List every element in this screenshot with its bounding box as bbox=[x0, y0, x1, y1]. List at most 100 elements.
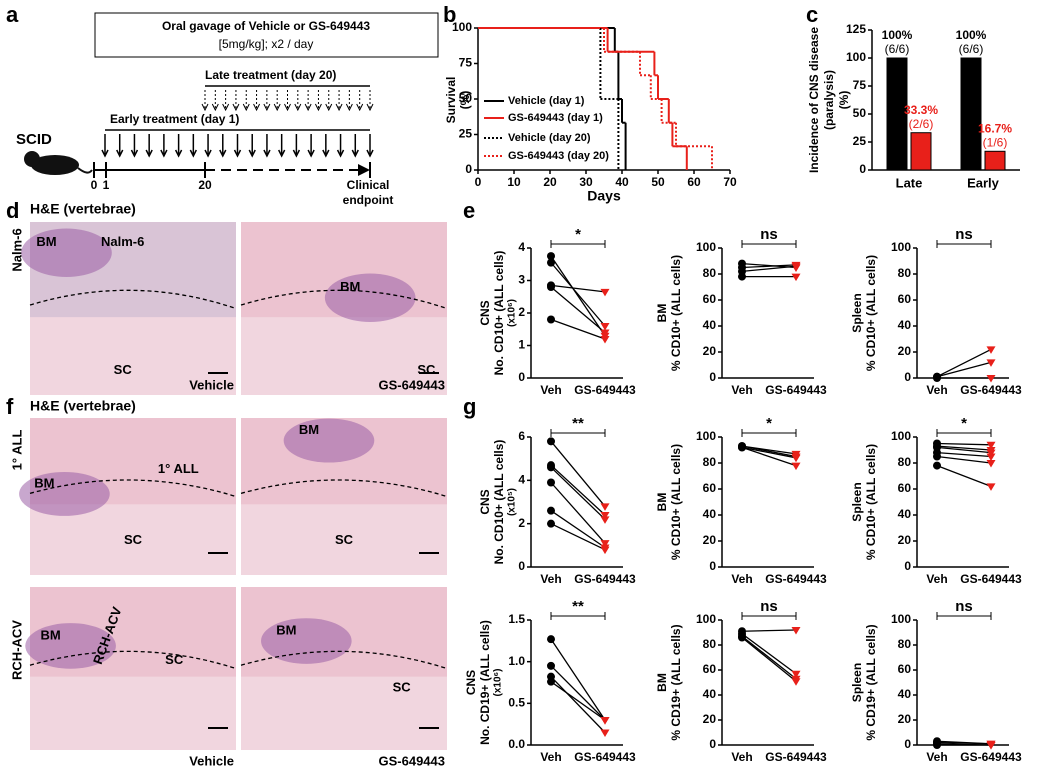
y-axis-label: Incidence of CNS disease bbox=[807, 27, 821, 173]
tissue-label: BM bbox=[40, 627, 60, 642]
veh-point bbox=[547, 283, 555, 291]
image-caption: GS-649443 bbox=[379, 377, 446, 392]
arrow-head bbox=[248, 149, 256, 158]
arrow-head bbox=[116, 149, 124, 158]
tissue-label: SC bbox=[335, 532, 354, 547]
pair-line bbox=[936, 442, 992, 446]
arrow-head bbox=[219, 149, 227, 158]
x-tick-label: GS-649443 bbox=[960, 383, 1022, 397]
x-tick-label: 60 bbox=[687, 175, 701, 189]
veh-point bbox=[547, 661, 555, 670]
arrow-head bbox=[366, 103, 374, 112]
x-tick-label: 20 bbox=[543, 175, 557, 189]
pair-line bbox=[550, 318, 606, 340]
x-tick-label: 30 bbox=[579, 175, 593, 189]
veh-point bbox=[547, 437, 555, 446]
y-tick-label: 100 bbox=[696, 612, 716, 626]
panel-label: c bbox=[806, 2, 818, 27]
y-axis-title: CNS bbox=[478, 300, 492, 325]
x-tick-label: GS-649443 bbox=[765, 572, 827, 586]
y-axis-label: % CD10+ (ALL cells) bbox=[864, 444, 878, 560]
tissue-label: SC bbox=[114, 362, 133, 377]
tumor-border bbox=[29, 650, 237, 670]
tissue-label: SC bbox=[417, 362, 436, 377]
arrow-head bbox=[101, 149, 109, 158]
arrow-head bbox=[284, 103, 291, 112]
y-axis-label: % CD19+ (ALL cells) bbox=[864, 624, 878, 740]
pair-line bbox=[550, 665, 606, 721]
pair-line bbox=[741, 264, 797, 269]
veh-point bbox=[933, 452, 941, 461]
mouse-tail bbox=[77, 167, 93, 174]
y-tick-label: 60 bbox=[703, 481, 717, 495]
veh-point bbox=[933, 461, 941, 470]
veh-point bbox=[547, 677, 555, 686]
arrow-head bbox=[335, 103, 343, 112]
y-tick-label: 20 bbox=[898, 533, 912, 547]
gs-point bbox=[986, 453, 996, 461]
significance: ns bbox=[760, 598, 778, 615]
pair-line bbox=[936, 455, 992, 464]
tissue-label: BM bbox=[299, 422, 319, 437]
y-tick-label: 75 bbox=[459, 56, 473, 70]
arrow-head bbox=[201, 103, 209, 112]
gs-point bbox=[986, 346, 996, 354]
y-tick-label: 0 bbox=[518, 559, 525, 573]
y-axis-title: BM bbox=[655, 493, 669, 512]
y-tick-label: 100 bbox=[891, 429, 911, 443]
gs-point bbox=[986, 441, 996, 450]
y-tick-label: 4 bbox=[518, 473, 525, 487]
y-tick-label: 75 bbox=[853, 78, 867, 92]
marrow bbox=[261, 618, 352, 664]
image-caption: Vehicle bbox=[189, 753, 234, 768]
arrow-head bbox=[345, 103, 353, 112]
legend-label: Vehicle (day 1) bbox=[508, 95, 585, 107]
x-tick-label: Veh bbox=[926, 750, 947, 764]
image-caption: GS-649443 bbox=[379, 753, 446, 768]
y-tick-label: 4 bbox=[518, 240, 525, 254]
y-tick-label: 0 bbox=[709, 737, 716, 751]
gs-point bbox=[600, 729, 610, 737]
x-tick-label: 40 bbox=[615, 175, 629, 189]
y-tick-label: 80 bbox=[703, 455, 717, 469]
time-label: 0 bbox=[91, 178, 98, 192]
x-tick-label: GS-649443 bbox=[960, 750, 1022, 764]
marrow bbox=[25, 623, 116, 669]
pair-line bbox=[550, 681, 606, 721]
gs-point bbox=[986, 742, 996, 750]
x-tick-label: GS-649443 bbox=[574, 383, 636, 397]
row-label: RCH-ACV bbox=[9, 620, 24, 680]
gs-point bbox=[600, 512, 610, 520]
y-tick-label: 60 bbox=[898, 481, 912, 495]
gs-point bbox=[986, 483, 996, 491]
x-tick-label: Veh bbox=[540, 572, 561, 586]
pair-line bbox=[741, 446, 797, 459]
pair-line bbox=[936, 445, 992, 451]
y-axis-label: No. CD10+ (ALL cells) bbox=[492, 251, 506, 376]
y-tick-label: 100 bbox=[452, 20, 472, 34]
count-label: (2/6) bbox=[909, 117, 934, 131]
bar bbox=[960, 57, 982, 171]
y-tick-label: 0.0 bbox=[508, 737, 525, 751]
y-tick-label: 80 bbox=[898, 637, 912, 651]
y-axis-label: % CD19+ (ALL cells) bbox=[669, 624, 683, 740]
y-axis-label: Survival bbox=[444, 77, 458, 124]
gs-point bbox=[791, 462, 801, 471]
pair-line bbox=[741, 629, 797, 632]
gs-point bbox=[791, 263, 801, 271]
x-tick-label: 10 bbox=[507, 175, 521, 189]
veh-point bbox=[547, 635, 555, 644]
pair-line bbox=[936, 348, 992, 378]
arrow-head bbox=[263, 149, 271, 158]
y-tick-label: 40 bbox=[898, 318, 912, 332]
histology-title: H&E (vertebrae) bbox=[30, 398, 136, 414]
y-axis-label: (%) bbox=[837, 91, 851, 110]
arrow-head bbox=[233, 149, 242, 158]
gs-point bbox=[791, 678, 801, 686]
pair-line bbox=[550, 523, 606, 551]
y-axis-title: CNS bbox=[478, 489, 492, 514]
treatment-box bbox=[94, 12, 439, 58]
tumor-border bbox=[29, 479, 237, 498]
y-tick-label: 40 bbox=[898, 507, 912, 521]
x-tick-label: GS-649443 bbox=[960, 572, 1022, 586]
